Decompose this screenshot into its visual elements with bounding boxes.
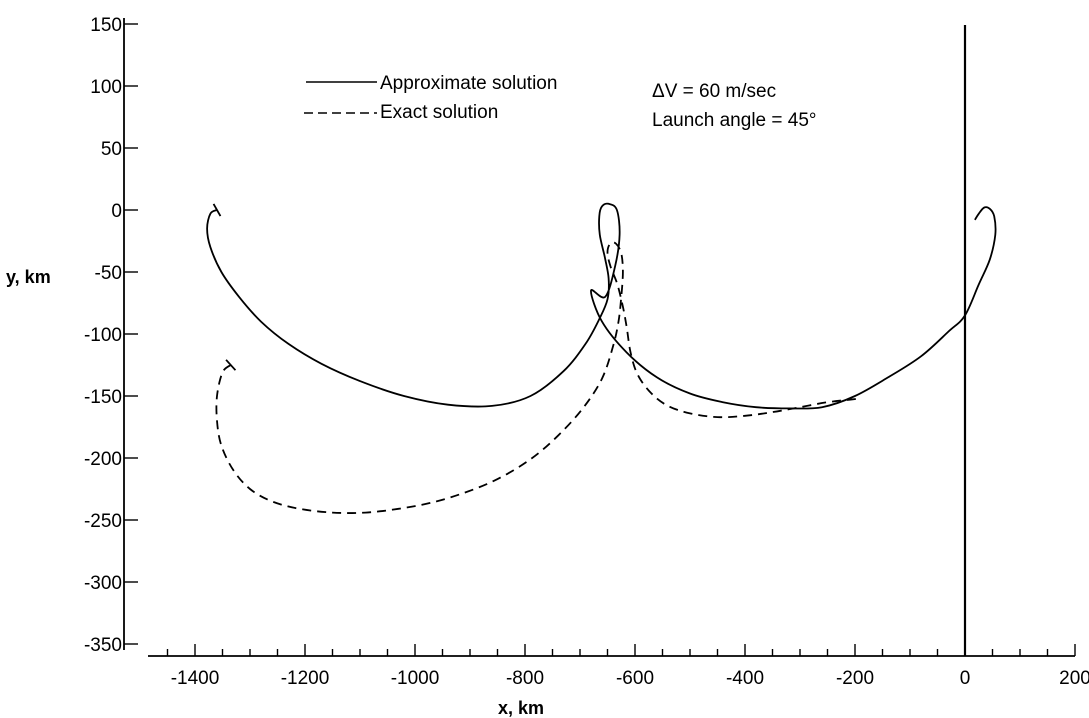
x-axis-title: x, km [498,698,544,718]
y-tick-label: -350 [84,635,122,656]
trajectory-end-marker [212,203,222,217]
axes [123,18,1075,657]
series-approximate-solution [206,202,997,410]
x-tick-label: 200 [1059,668,1089,689]
y-tick-label: -200 [84,449,122,470]
legend: Approximate solution Exact solution [304,73,557,123]
x-tick-label: -200 [836,668,874,689]
y-axis-title: y, km [6,267,51,287]
y-tick-label: -250 [84,511,122,532]
legend-label-approximate: Approximate solution [380,73,557,94]
x-tick-label: -600 [616,668,654,689]
x-tick-label: -800 [506,668,544,689]
y-tick-label: -150 [84,387,122,408]
y-tick-label: 100 [90,77,122,98]
x-tick-label: 0 [960,668,971,689]
trajectory-end-marker [225,359,237,371]
x-tick-label: -1000 [391,668,440,689]
x-tick-label: -400 [726,668,764,689]
x-tick-label: -1200 [281,668,330,689]
annotation-delta-v: ΔV = 60 m/sec [652,81,776,102]
x-ticks: -1400 -1200 -1000 -800 -600 -400 -200 0 200 [166,644,1089,689]
annotations: ΔV = 60 m/sec Launch angle = 45° [652,81,817,131]
legend-label-exact: Exact solution [380,102,498,123]
series-layer [206,202,997,514]
y-tick-label: 50 [101,139,122,160]
y-tick-label: -50 [95,263,122,284]
x-tick-label: -1400 [171,668,220,689]
y-tick-label: 150 [90,15,122,36]
y-tick-label: -300 [84,573,122,594]
y-tick-label: -100 [84,325,122,346]
y-ticks: 150 100 50 0 -50 -100 -150 -200 -250 -300 -350 [84,15,138,656]
y-tick-label: 0 [111,201,122,222]
series-exact-solution [215,241,861,514]
annotation-launch-angle: Launch angle = 45° [652,110,817,131]
